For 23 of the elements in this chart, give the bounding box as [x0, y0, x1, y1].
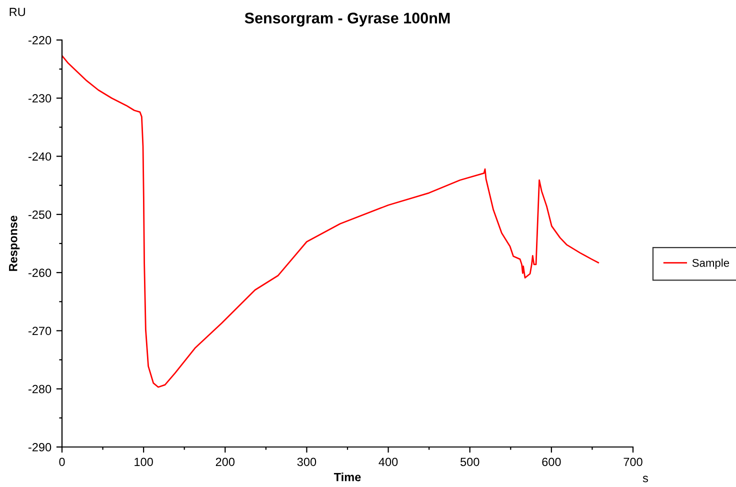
- x-tick-label: 600: [542, 458, 561, 466]
- legend-label: Sample: [692, 258, 730, 270]
- text: s: [642, 476, 648, 482]
- y-tick-label: -260: [28, 268, 52, 277]
- y-tick-label: -280: [28, 384, 52, 394]
- text: RU: [10, 8, 25, 16]
- x-tick-label: 500: [460, 458, 480, 466]
- y-tick-label: -290: [28, 443, 52, 452]
- y-tick-label: -220: [28, 36, 52, 44]
- x-tick-label: 200: [216, 458, 235, 466]
- x-tick-label: 400: [378, 458, 398, 466]
- x-tick-label: 0: [59, 458, 65, 466]
- y-tick-label: -230: [28, 94, 52, 103]
- x-tick-label: 300: [297, 458, 316, 466]
- x-axis-title: Time: [334, 472, 361, 482]
- line-series: [62, 55, 600, 388]
- chart-title: Sensorgram - Gyrase 100nM: [244, 12, 450, 27]
- y-tick-label: -270: [28, 326, 52, 336]
- x-tick-label: 100: [134, 458, 153, 466]
- y-tick-label: -250: [28, 210, 52, 219]
- x-tick-label: 700: [624, 458, 642, 466]
- y-tick-label: -240: [28, 152, 52, 161]
- y-axis-title: Response: [9, 216, 20, 271]
